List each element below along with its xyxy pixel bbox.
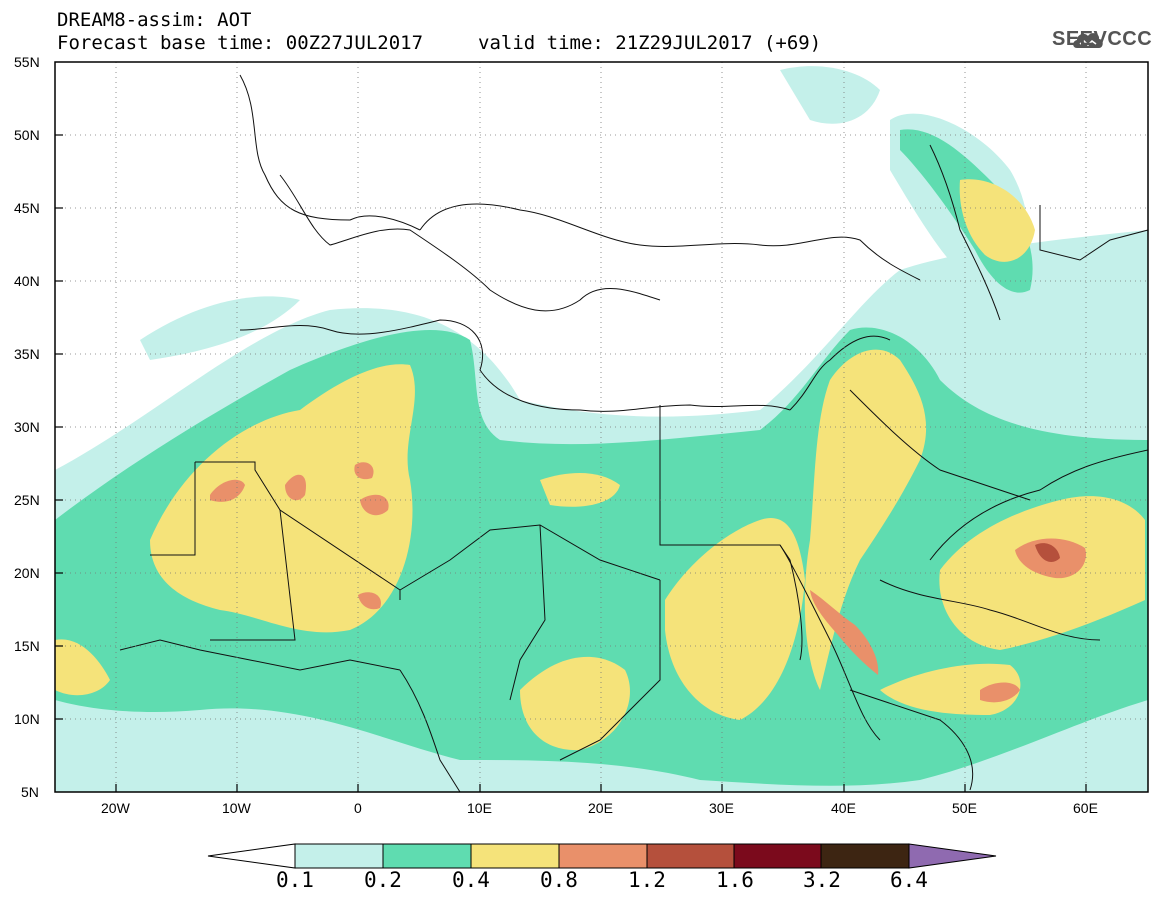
lon-tick: 10E [467, 800, 492, 816]
seevccc-logo: SEEVCCC [1052, 28, 1153, 50]
colorbar-label: 1.2 [628, 868, 666, 892]
colorbar-bin-2 [382, 843, 472, 869]
lon-tick: 0 [354, 800, 362, 816]
cloud-icon [1073, 33, 1103, 48]
colorbar-label: 1.6 [716, 868, 754, 892]
lon-tick: 30E [709, 800, 734, 816]
lat-tick: 30N [14, 419, 40, 435]
colorbar-underflow [207, 843, 296, 869]
valid-time: valid time: 21Z29JUL2017 (+69) [478, 32, 822, 54]
aot-level-1.2 [1035, 543, 1060, 562]
lat-tick: 10N [14, 711, 40, 727]
title-line1: DREAM8-assim: AOT [57, 9, 252, 31]
title-line2: Forecast base time: 00Z27JUL2017 [57, 32, 424, 54]
grid-lines [55, 62, 1148, 792]
lon-tick: 60E [1073, 800, 1098, 816]
colorbar-label: 0.4 [452, 868, 490, 892]
colorbar-bin-7 [820, 843, 910, 869]
colorbar-label: 0.8 [540, 868, 578, 892]
coastlines-and-borders [119, 74, 1149, 793]
lon-tick: 50E [952, 800, 977, 816]
lon-tick: 10W [222, 800, 251, 816]
lat-tick: 55N [14, 54, 40, 70]
colorbar-label: 6.4 [890, 868, 928, 892]
lon-tick: 40E [831, 800, 856, 816]
colorbar-bin-5 [646, 843, 735, 869]
colorbar [207, 843, 997, 869]
lat-tick: 25N [14, 492, 40, 508]
colorbar-label: 0.1 [276, 868, 314, 892]
colorbar-bin-1 [294, 843, 384, 869]
aot-level-0.4 [55, 179, 1145, 751]
colorbar-overflow [908, 843, 997, 869]
lat-tick: 5N [21, 784, 39, 800]
lat-tick: 50N [14, 127, 40, 143]
lat-tick: 40N [14, 273, 40, 289]
lat-tick: 35N [14, 346, 40, 362]
colorbar-bin-4 [558, 843, 648, 869]
lat-tick: 20N [14, 565, 40, 581]
lat-tick: 15N [14, 638, 40, 654]
lat-tick: 45N [14, 200, 40, 216]
lon-tick: 20W [101, 800, 130, 816]
colorbar-bin-6 [733, 843, 822, 869]
colorbar-bin-3 [470, 843, 560, 869]
lon-tick: 20E [588, 800, 613, 816]
colorbar-label: 3.2 [803, 868, 841, 892]
colorbar-label: 0.2 [364, 868, 402, 892]
